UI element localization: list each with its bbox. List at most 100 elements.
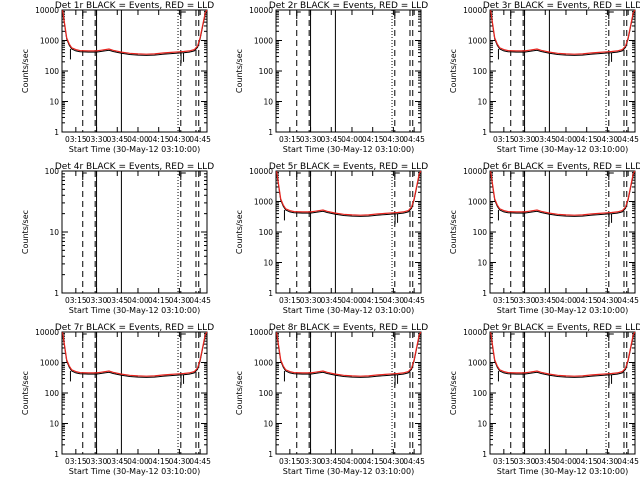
detector-panel-9: Det 9r BLACK = Events, RED = LLD 1 10 100 10… <box>449 323 640 476</box>
y-axis-label: Counts/sec <box>235 49 244 93</box>
y-tick-label: 1000 <box>40 37 59 46</box>
y-tick-label: 1 <box>482 450 487 459</box>
detector-panel-4: Det 4r BLACK = Events, RED = LLD 1 10 100 03… <box>21 162 214 315</box>
plot-frame <box>61 331 208 455</box>
lld-series-line <box>490 9 636 55</box>
x-tick-label: 04:00 <box>555 457 577 466</box>
y-tick-label: 100 <box>259 67 274 76</box>
x-tick-label: 04:30 <box>597 135 619 144</box>
y-tick-label: 10 <box>477 420 487 429</box>
y-axis-label: Counts/sec <box>21 371 30 415</box>
x-tick-label: 04:45 <box>403 135 425 144</box>
lld-series-line <box>490 170 636 216</box>
marker-flag <box>180 172 186 180</box>
marker-flag <box>82 11 87 19</box>
y-axis-label: Counts/sec <box>21 49 30 93</box>
x-tick-label: 03:45 <box>320 457 342 466</box>
y-tick-label: 10000 <box>463 167 487 176</box>
marker-flag <box>510 172 515 180</box>
plot-frame <box>489 331 636 455</box>
plot-frame <box>489 9 636 133</box>
y-tick-label: 10 <box>49 98 59 107</box>
panel-title: Det 8r BLACK = Events, RED = LLD <box>269 323 428 333</box>
lld-series-line <box>276 331 422 377</box>
events-series-line <box>490 9 636 56</box>
marker-flag <box>296 11 301 19</box>
panel-title: Det 4r BLACK = Events, RED = LLD <box>55 162 214 172</box>
x-axis-label: Start Time (30-May-12 03:10:00) <box>69 467 200 476</box>
x-tick-label: 03:45 <box>320 296 342 305</box>
panel-title: Det 7r BLACK = Events, RED = LLD <box>55 323 214 333</box>
events-series-line <box>276 331 422 378</box>
plot-frame <box>275 331 422 455</box>
y-tick-label: 1 <box>268 128 273 137</box>
marker-flag <box>180 11 186 19</box>
x-tick-label: 03:15 <box>279 135 301 144</box>
x-tick-label: 03:30 <box>514 296 536 305</box>
events-series-line <box>62 331 208 378</box>
plot-frame <box>489 170 636 294</box>
x-tick-label: 03:30 <box>86 457 108 466</box>
lld-series-line <box>490 331 636 377</box>
y-tick-label: 10000 <box>35 328 59 337</box>
y-tick-label: 1000 <box>468 198 487 207</box>
x-tick-label: 04:15 <box>362 457 384 466</box>
marker-flag <box>82 172 87 180</box>
y-axis-label: Counts/sec <box>449 371 458 415</box>
panel-title: Det 1r BLACK = Events, RED = LLD <box>55 1 214 11</box>
x-axis-label: Start Time (30-May-12 03:10:00) <box>283 145 414 154</box>
marker-flag <box>394 11 400 19</box>
panel-title: Det 3r BLACK = Events, RED = LLD <box>483 1 640 11</box>
y-tick-label: 10 <box>49 228 59 237</box>
x-tick-label: 04:45 <box>189 135 211 144</box>
x-axis-label: Start Time (30-May-12 03:10:00) <box>497 467 628 476</box>
x-tick-label: 04:15 <box>362 296 384 305</box>
y-tick-label: 100 <box>45 389 60 398</box>
x-tick-label: 03:30 <box>86 135 108 144</box>
events-series-line <box>62 9 208 56</box>
x-tick-label: 04:15 <box>576 296 598 305</box>
detector-panel-3: Det 3r BLACK = Events, RED = LLD 1 10 100 10… <box>449 1 640 154</box>
x-tick-label: 04:00 <box>127 457 149 466</box>
y-tick-label: 1 <box>268 289 273 298</box>
x-tick-label: 03:30 <box>86 296 108 305</box>
marker-flag <box>608 172 614 180</box>
x-tick-label: 04:00 <box>341 457 363 466</box>
x-tick-label: 04:30 <box>597 296 619 305</box>
plot-frame <box>275 9 422 133</box>
panel-title: Det 6r BLACK = Events, RED = LLD <box>483 162 640 172</box>
detector-panel-7: Det 7r BLACK = Events, RED = LLD 1 10 100 10… <box>21 323 214 476</box>
x-tick-label: 03:30 <box>300 296 322 305</box>
x-tick-label: 04:15 <box>148 135 170 144</box>
y-tick-label: 10 <box>263 98 273 107</box>
y-axis-label: Counts/sec <box>21 210 30 254</box>
plot-frame <box>61 170 208 294</box>
y-tick-label: 1000 <box>254 359 273 368</box>
detector-panel-2: Det 2r BLACK = Events, RED = LLD 1 10 100 10… <box>235 1 428 154</box>
x-tick-label: 04:45 <box>617 296 639 305</box>
x-tick-label: 04:30 <box>383 296 405 305</box>
x-tick-label: 04:30 <box>597 457 619 466</box>
lld-series-line <box>276 170 422 216</box>
x-tick-label: 03:45 <box>534 135 556 144</box>
x-tick-label: 03:45 <box>534 296 556 305</box>
x-tick-label: 04:00 <box>341 135 363 144</box>
y-tick-label: 10000 <box>35 6 59 15</box>
x-axis-label: Start Time (30-May-12 03:10:00) <box>497 306 628 315</box>
y-tick-label: 100 <box>259 228 274 237</box>
x-tick-label: 03:45 <box>320 135 342 144</box>
x-tick-label: 04:15 <box>148 296 170 305</box>
x-tick-label: 03:30 <box>300 135 322 144</box>
y-tick-label: 100 <box>473 67 488 76</box>
x-axis-label: Start Time (30-May-12 03:10:00) <box>283 467 414 476</box>
x-tick-label: 03:45 <box>106 296 128 305</box>
marker-flag <box>394 172 400 180</box>
y-tick-label: 100 <box>473 389 488 398</box>
x-tick-label: 03:15 <box>493 457 515 466</box>
y-tick-label: 10 <box>263 420 273 429</box>
panel-title: Det 5r BLACK = Events, RED = LLD <box>269 162 428 172</box>
x-tick-label: 03:45 <box>106 457 128 466</box>
y-tick-label: 10000 <box>249 328 273 337</box>
y-tick-label: 100 <box>45 167 60 176</box>
marker-flag <box>608 11 614 19</box>
